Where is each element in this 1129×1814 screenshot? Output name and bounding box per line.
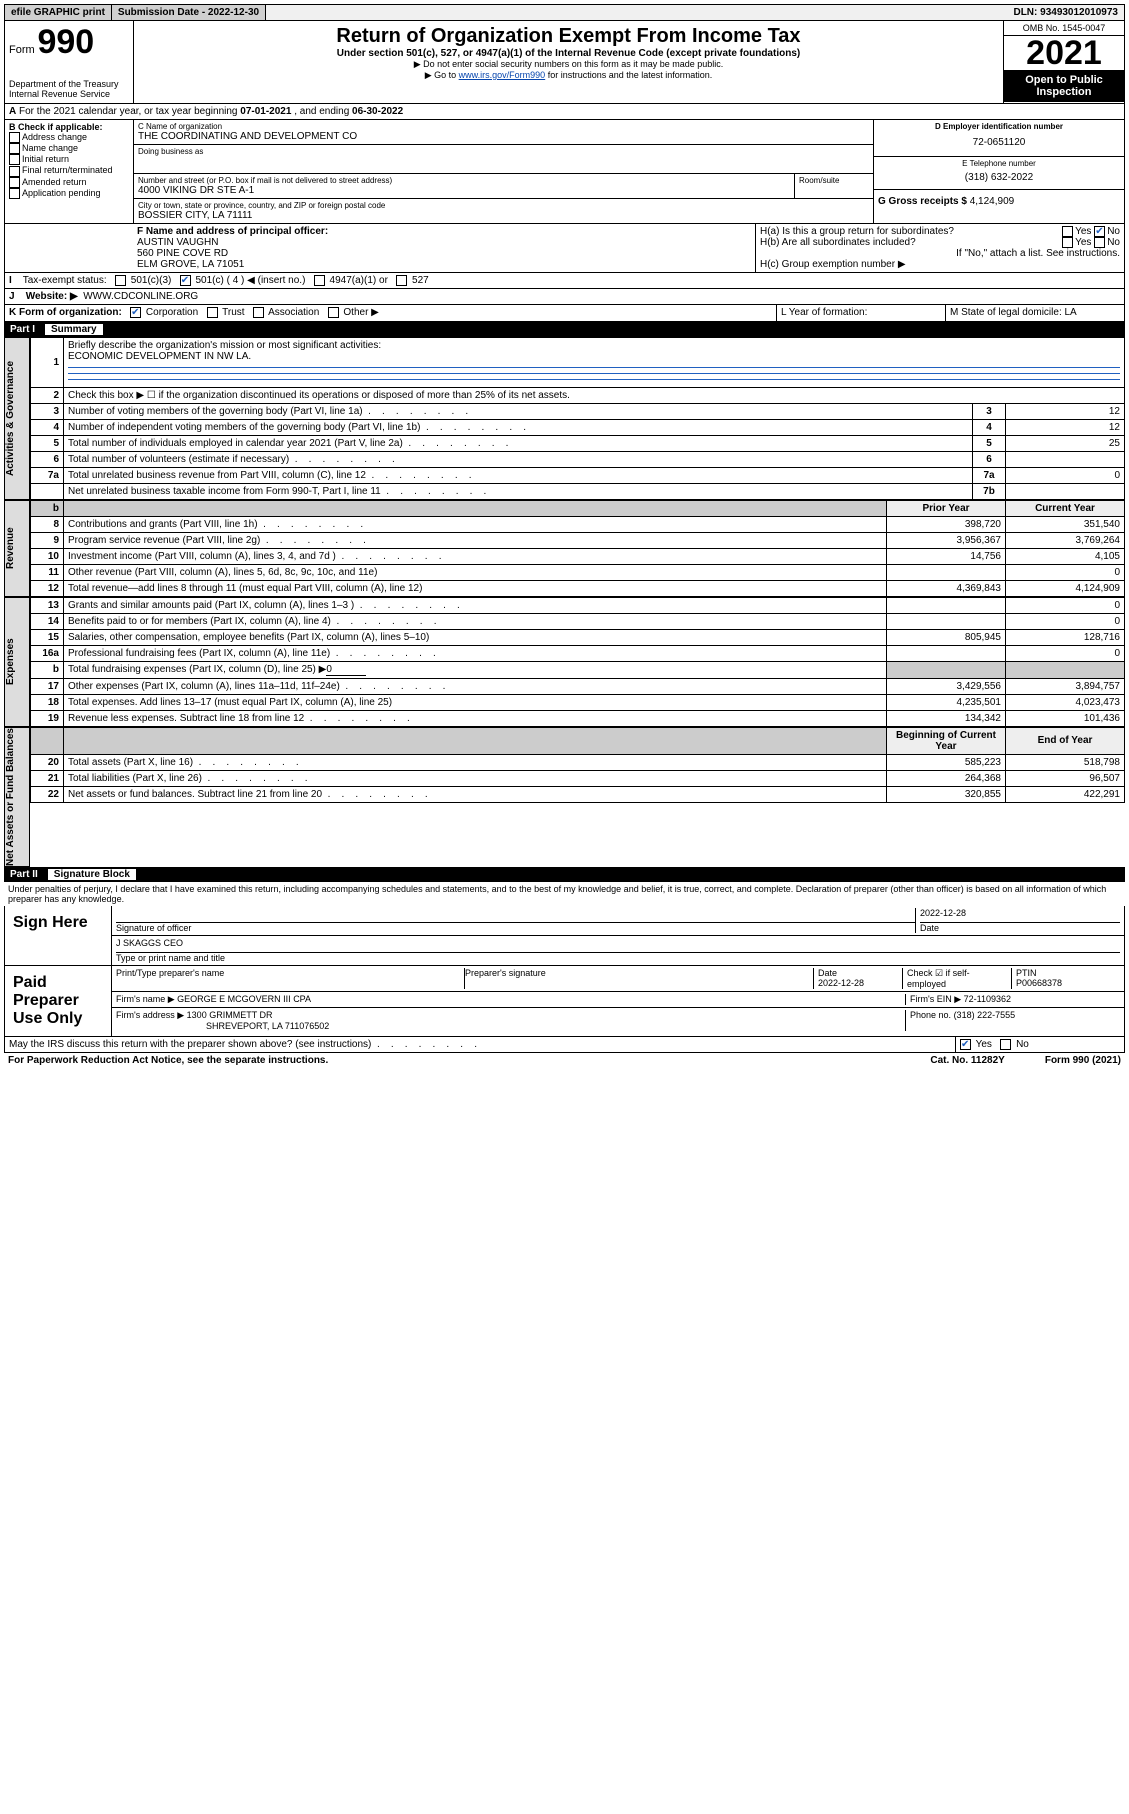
discuss-yes-check[interactable]: [960, 1039, 971, 1050]
phone-value: (318) 632-2022: [878, 168, 1120, 187]
city-address: BOSSIER CITY, LA 71111: [138, 210, 869, 221]
penalties-text: Under penalties of perjury, I declare th…: [4, 882, 1125, 906]
form-title: Return of Organization Exempt From Incom…: [138, 25, 999, 48]
submission-date-button[interactable]: Submission Date - 2022-12-30: [112, 5, 266, 20]
line-a: A For the 2021 calendar year, or tax yea…: [4, 104, 1125, 120]
form-subtitle: Under section 501(c), 527, or 4947(a)(1)…: [138, 48, 999, 59]
vlabel-netassets: Net Assets or Fund Balances: [4, 727, 30, 867]
hc-label: H(c) Group exemption number ▶: [760, 259, 1120, 270]
firm-addr2: SHREVEPORT, LA 711076502: [206, 1021, 329, 1031]
hb-label: H(b) Are all subordinates included?: [760, 237, 1062, 248]
gross-receipts-label: G Gross receipts $: [878, 196, 967, 207]
form-ref: Form 990 (2021): [1045, 1055, 1121, 1066]
prep-date: 2022-12-28: [818, 978, 864, 988]
box-b: B Check if applicable: Address change Na…: [5, 120, 134, 223]
city-label: City or town, state or province, country…: [138, 201, 869, 210]
top-bar: efile GRAPHIC print Submission Date - 20…: [4, 4, 1125, 21]
open-to-public: Open to Public Inspection: [1004, 70, 1124, 102]
mission-text: ECONOMIC DEVELOPMENT IN NW LA.: [68, 351, 251, 362]
tax-year: 2021: [1004, 36, 1124, 70]
box-m-label: M State of legal domicile:: [950, 307, 1062, 318]
discuss-no-check[interactable]: [1000, 1039, 1011, 1050]
officer-name: AUSTIN VAUGHN: [137, 237, 751, 248]
vlabel-governance: Activities & Governance: [4, 337, 30, 500]
room-label: Room/suite: [799, 176, 869, 185]
form-header: Form 990 Department of the Treasury Inte…: [4, 21, 1125, 104]
section-j: J Website: ▶ WWW.CDCONLINE.ORG: [4, 289, 1125, 305]
dba-label: Doing business as: [138, 147, 869, 156]
officer-label: F Name and address of principal officer:: [137, 226, 328, 237]
vlabel-expenses: Expenses: [4, 597, 30, 727]
paid-preparer-label: Paid Preparer Use Only: [5, 966, 112, 1036]
section-i: I Tax-exempt status: 501(c)(3) 501(c) ( …: [4, 273, 1125, 289]
firm-phone: (318) 222-7555: [954, 1010, 1016, 1020]
part2-header: Part II Signature Block: [4, 867, 1125, 882]
firm-name: GEORGE E MCGOVERN III CPA: [177, 994, 311, 1004]
summary-governance-table: 1 Briefly describe the organization's mi…: [30, 337, 1125, 500]
sign-here-block: Sign Here Signature of officer 2022-12-2…: [4, 906, 1125, 966]
summary-revenue-table: bPrior YearCurrent Year 8Contributions a…: [30, 500, 1125, 597]
summary-expenses-table: 13Grants and similar amounts paid (Part …: [30, 597, 1125, 727]
gross-receipts-value: 4,124,909: [970, 196, 1015, 207]
dln-label: DLN: 93493012010973: [1007, 5, 1124, 20]
section-bcdeg: B Check if applicable: Address change Na…: [4, 120, 1125, 224]
officer-street: 560 PINE COVE RD: [137, 248, 751, 259]
section-fh: F Name and address of principal officer:…: [4, 224, 1125, 273]
vlabel-revenue: Revenue: [4, 500, 30, 597]
firm-ein: 72-1109362: [964, 994, 1011, 1004]
self-employed-check[interactable]: Check ☑ if self-employed: [903, 968, 1012, 989]
ha-label: H(a) Is this a group return for subordin…: [760, 226, 1062, 237]
instructions-link[interactable]: www.irs.gov/Form990: [459, 70, 546, 80]
paid-preparer-block: Paid Preparer Use Only Print/Type prepar…: [4, 966, 1125, 1037]
instructions-note: ▶ Go to www.irs.gov/Form990 for instruct…: [138, 70, 999, 81]
dept-label: Department of the Treasury: [9, 79, 129, 89]
paperwork-notice: For Paperwork Reduction Act Notice, see …: [8, 1055, 328, 1066]
hb-note: If "No," attach a list. See instructions…: [760, 248, 1120, 259]
section-klm: K Form of organization: Corporation Trus…: [4, 305, 1125, 321]
ptin-value: P00668378: [1016, 978, 1062, 988]
ein-value: 72-0651120: [878, 131, 1120, 154]
phone-label: E Telephone number: [878, 159, 1120, 168]
org-name-label: C Name of organization: [138, 122, 869, 131]
firm-addr1: 1300 GRIMMETT DR: [187, 1010, 273, 1020]
form-label: Form: [9, 44, 35, 56]
sign-date: 2022-12-28: [920, 908, 1120, 923]
box-m-value: LA: [1065, 307, 1077, 318]
page-footer: For Paperwork Reduction Act Notice, see …: [4, 1053, 1125, 1068]
box-l: L Year of formation:: [777, 305, 946, 320]
part1-header: Part I Summary: [4, 322, 1125, 337]
cat-no: Cat. No. 11282Y: [930, 1055, 1004, 1066]
org-name: THE COORDINATING AND DEVELOPMENT CO: [138, 131, 869, 142]
form-number: 990: [37, 23, 94, 61]
discuss-row: May the IRS discuss this return with the…: [4, 1037, 1125, 1053]
summary-netassets-table: Beginning of Current YearEnd of Year 20T…: [30, 727, 1125, 803]
signer-name: J SKAGGS CEO: [116, 938, 1120, 953]
ein-label: D Employer identification number: [935, 122, 1063, 131]
ssn-note: ▶ Do not enter social security numbers o…: [138, 59, 999, 70]
sign-here-label: Sign Here: [5, 906, 112, 965]
efile-print-button[interactable]: efile GRAPHIC print: [5, 5, 112, 20]
street-address: 4000 VIKING DR STE A-1: [138, 185, 790, 196]
website-value: WWW.CDCONLINE.ORG: [83, 291, 198, 302]
street-label: Number and street (or P.O. box if mail i…: [138, 176, 790, 185]
officer-city: ELM GROVE, LA 71051: [137, 259, 751, 270]
irs-label: Internal Revenue Service: [9, 89, 129, 99]
